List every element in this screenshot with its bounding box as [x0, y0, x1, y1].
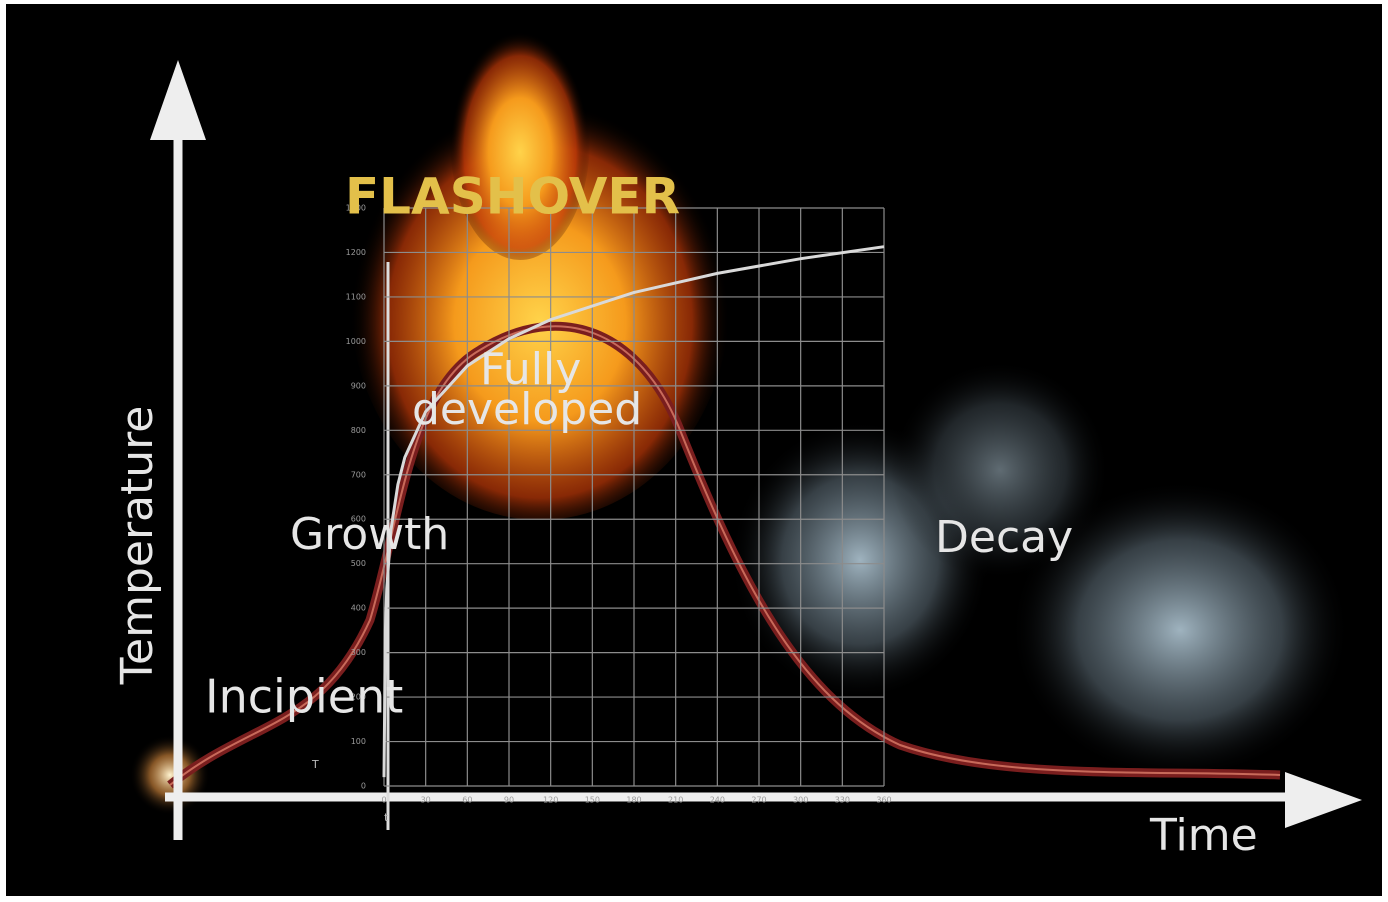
y-tick-label: 700 [351, 470, 366, 479]
y-tick-label: 100 [351, 737, 366, 746]
y-tick-label: 1200 [346, 248, 366, 257]
y-tick-label: 500 [351, 559, 366, 568]
annotation: Growth [290, 509, 449, 560]
annotation: Incipient [205, 670, 403, 724]
annotation: developed [412, 384, 642, 435]
y-tick-label: 900 [351, 381, 366, 390]
x-tick-label: 0 [381, 796, 386, 805]
annotation: FLASHOVER [345, 168, 680, 226]
inner-x-label: t [384, 811, 389, 824]
x-tick-label: 150 [585, 796, 600, 805]
chart: Temperature Time T t 0100200300400500600… [0, 0, 1388, 902]
x-tick-label: 60 [462, 796, 472, 805]
inner-y-label: T [311, 758, 319, 771]
x-tick-label: 120 [543, 796, 558, 805]
x-tick-label: 360 [876, 796, 891, 805]
y-tick-label: 1000 [346, 337, 366, 346]
x-tick-label: 210 [668, 796, 683, 805]
y-tick-label: 300 [351, 648, 366, 657]
x-tick-label: 270 [751, 796, 766, 805]
x-tick-label: 330 [835, 796, 850, 805]
y-axis-label: Temperature [112, 406, 163, 686]
x-tick-label: 30 [421, 796, 431, 805]
annotation: Decay [935, 512, 1073, 563]
y-tick-label: 1100 [346, 292, 366, 301]
x-tick-label: 90 [504, 796, 514, 805]
y-tick-label: 400 [351, 604, 366, 613]
x-tick-label: 180 [626, 796, 641, 805]
y-tick-label: 800 [351, 426, 366, 435]
y-tick-label: 0 [361, 782, 366, 791]
x-axis-label: Time [1149, 810, 1258, 861]
x-tick-label: 300 [793, 796, 808, 805]
x-tick-label: 240 [710, 796, 725, 805]
